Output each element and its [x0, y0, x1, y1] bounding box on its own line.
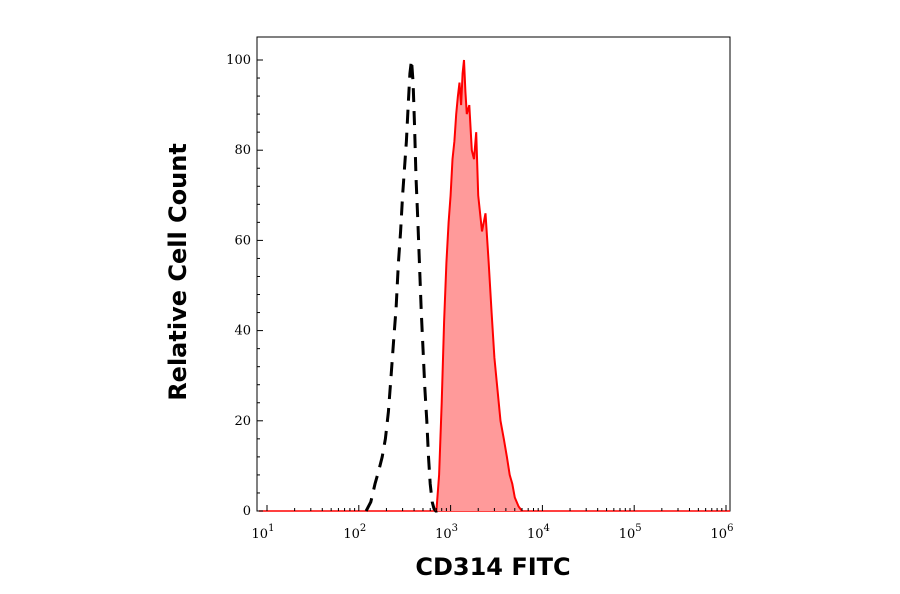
x-tick-label: 105 [619, 523, 642, 542]
y-tick-label: 0 [243, 504, 251, 519]
series-layer [259, 59, 730, 513]
x-tick-label: 101 [252, 523, 275, 542]
sample-histogram-line [435, 59, 523, 512]
y-tick-label: 100 [226, 53, 251, 68]
y-axis-title: Relative Cell Count [164, 143, 192, 401]
y-axis: 0 20 40 60 80 100 [226, 53, 263, 519]
x-tick-label: 103 [435, 523, 458, 542]
x-axis-title: CD314 FITC [415, 553, 570, 581]
y-tick-label: 20 [234, 414, 251, 429]
y-tick-label: 80 [234, 143, 251, 158]
x-tick-label: 104 [527, 523, 550, 542]
sample-histogram-fill [436, 60, 522, 511]
x-tick-label: 106 [711, 523, 734, 542]
y-tick-label: 40 [234, 324, 251, 339]
x-axis: 101 102 103 104 105 106 [252, 505, 734, 542]
control-histogram-line [364, 59, 438, 513]
y-tick-label: 60 [234, 233, 251, 248]
x-tick-label: 102 [343, 523, 366, 542]
